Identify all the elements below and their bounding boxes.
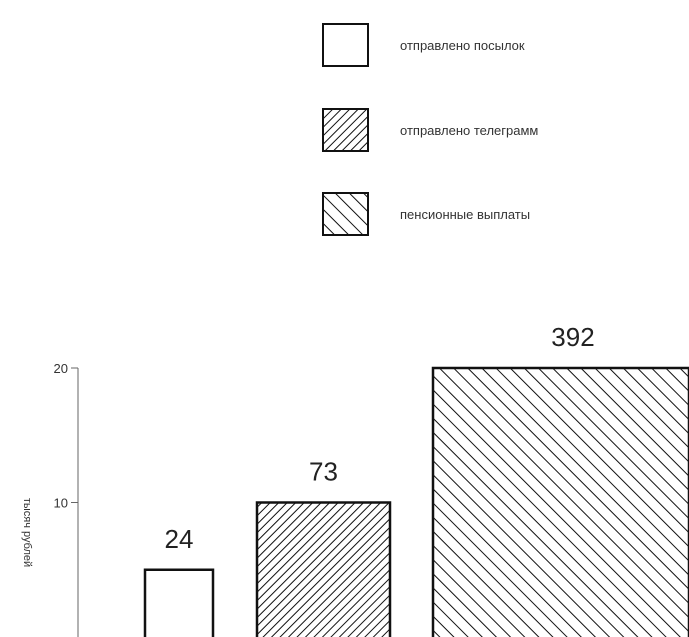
- y-axis-label: тысяч рублей: [21, 498, 33, 567]
- legend-swatch-2: [322, 108, 369, 152]
- legend-swatch-3: [322, 192, 369, 236]
- y-axis: 10 20 тысяч рублей: [21, 361, 79, 637]
- bar-1: [143, 568, 215, 637]
- legend: отправлено посылок отправлено телеграмм пе…: [322, 23, 538, 236]
- data-labels: 24 73 392: [165, 322, 595, 554]
- bar-value-label-3: 392: [551, 322, 594, 352]
- legend-label-3: пенсионные выплаты: [400, 207, 530, 222]
- legend-label-1: отправлено посылок: [400, 38, 525, 53]
- bars: [143, 366, 689, 637]
- legend-label-2: отправлено телеграмм: [400, 123, 538, 138]
- y-tick-label-10: 10: [54, 496, 68, 511]
- bar-value-label-2: 73: [309, 457, 338, 487]
- legend-swatch-1: [322, 23, 369, 67]
- y-tick-label-20: 20: [54, 361, 68, 376]
- bar-3: [431, 366, 689, 637]
- bar-2: [255, 501, 392, 637]
- bar-value-label-1: 24: [165, 524, 194, 554]
